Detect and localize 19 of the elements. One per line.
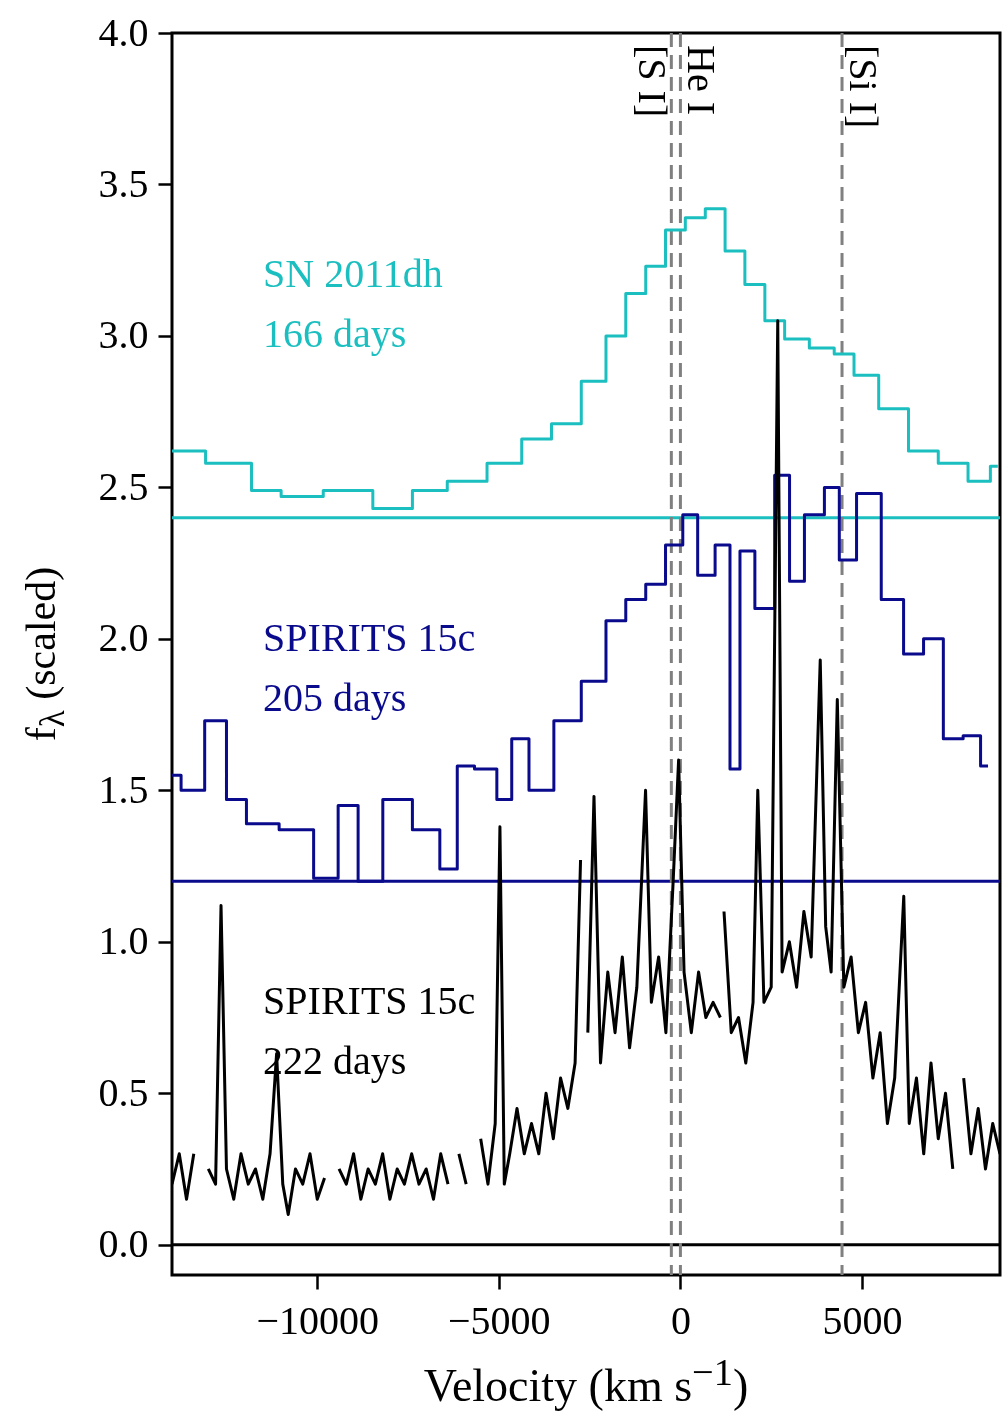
y-tick-label: 0.5: [98, 1069, 149, 1115]
y-tick-label: 1.5: [98, 766, 149, 812]
y-tick-label: 2.5: [98, 463, 149, 509]
y-tick-label: 4.0: [98, 9, 149, 55]
x-tick-label: 5000: [822, 1297, 903, 1343]
x-tick-label: −10000: [256, 1297, 380, 1343]
ref-line-label: He I: [679, 45, 725, 115]
y-tick-label: 2.0: [98, 615, 149, 661]
y-tick-label: 3.5: [98, 160, 149, 206]
text: SN 2011dh 166 days: [263, 251, 443, 357]
y-tick-label: 1.0: [98, 918, 149, 964]
y-tick-label: 0.0: [98, 1221, 149, 1267]
series-label: SPIRITS 15c 205 days: [263, 614, 476, 720]
x-tick-label: 0: [670, 1297, 691, 1343]
y-tick-label: 3.0: [98, 312, 149, 358]
ref-line-label: [S I]: [630, 45, 676, 118]
x-tick-label: −5000: [448, 1297, 551, 1343]
ref-line-label: [Si I]: [841, 45, 887, 129]
x-axis-title: Velocity (km s$^{−1}$): [422, 1350, 750, 1413]
